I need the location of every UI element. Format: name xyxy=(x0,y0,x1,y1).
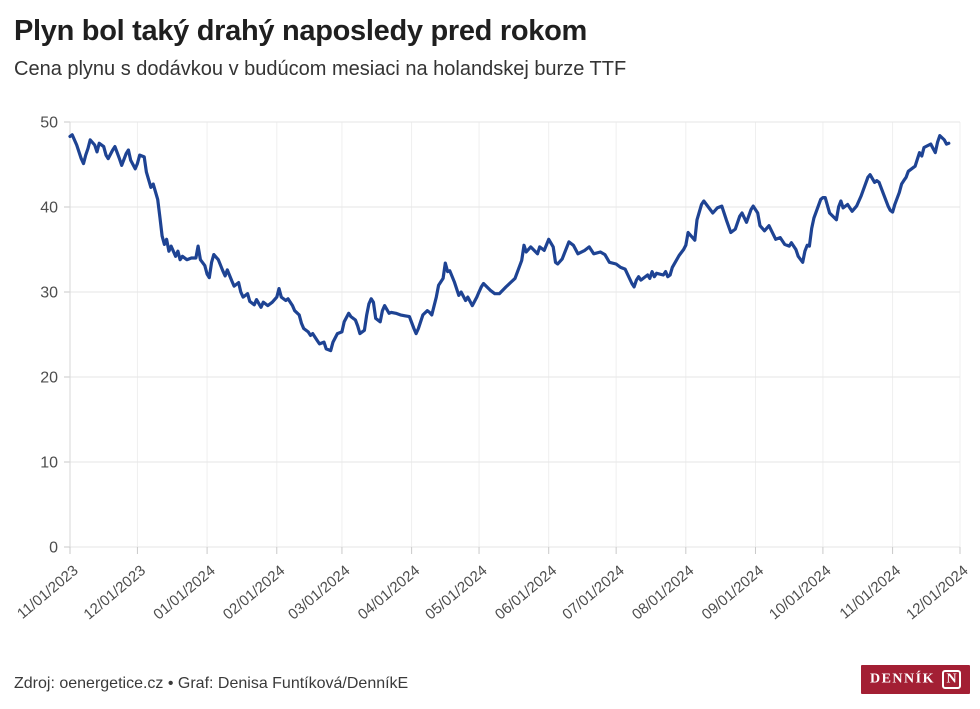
dennik-n-logo-text: DENNÍK xyxy=(869,671,935,686)
x-axis-label: 09/01/2024 xyxy=(699,562,767,623)
x-axis-label: 01/01/2024 xyxy=(150,562,218,623)
price-line xyxy=(68,133,951,353)
page-title: Plyn bol taký drahý naposledy pred rokom xyxy=(14,15,587,47)
dennik-n-icon: N xyxy=(942,670,961,689)
chart-footer: Zdroj: oenergetice.cz • Graf: Denisa Fun… xyxy=(0,661,980,709)
dennik-n-logo: DENNÍK N xyxy=(860,665,970,694)
y-axis-label: 30 xyxy=(40,285,58,302)
x-axis-label: 03/01/2024 xyxy=(285,562,353,623)
y-axis-label: 20 xyxy=(40,370,58,387)
x-axis-label: 08/01/2024 xyxy=(629,562,697,623)
x-axis-label: 05/01/2024 xyxy=(422,562,490,623)
source-credit: Zdroj: oenergetice.cz • Graf: Denisa Fun… xyxy=(14,675,409,692)
x-axis-label: 11/01/2024 xyxy=(837,562,905,623)
x-axis-label: 06/01/2024 xyxy=(492,562,560,623)
x-axis-label: 02/01/2024 xyxy=(220,562,288,623)
x-axis-label: 10/01/2024 xyxy=(766,562,834,623)
x-axis-label: 12/01/2023 xyxy=(81,562,149,623)
x-axis-label: 11/01/2023 xyxy=(14,562,82,623)
x-axis-label: 12/01/2024 xyxy=(903,562,971,623)
x-axis-label: 07/01/2024 xyxy=(559,562,627,623)
x-axis-label: 04/01/2024 xyxy=(355,562,423,623)
y-axis-label: 40 xyxy=(40,200,58,217)
page-subtitle: Cena plynu s dodávkou v budúcom mesiaci … xyxy=(14,57,627,80)
y-axis-label: 0 xyxy=(49,540,58,557)
y-axis-label: 50 xyxy=(40,115,58,132)
y-axis-label: 10 xyxy=(40,455,58,472)
chart-header: Plyn bol taký drahý naposledy pred rokom… xyxy=(14,14,626,81)
